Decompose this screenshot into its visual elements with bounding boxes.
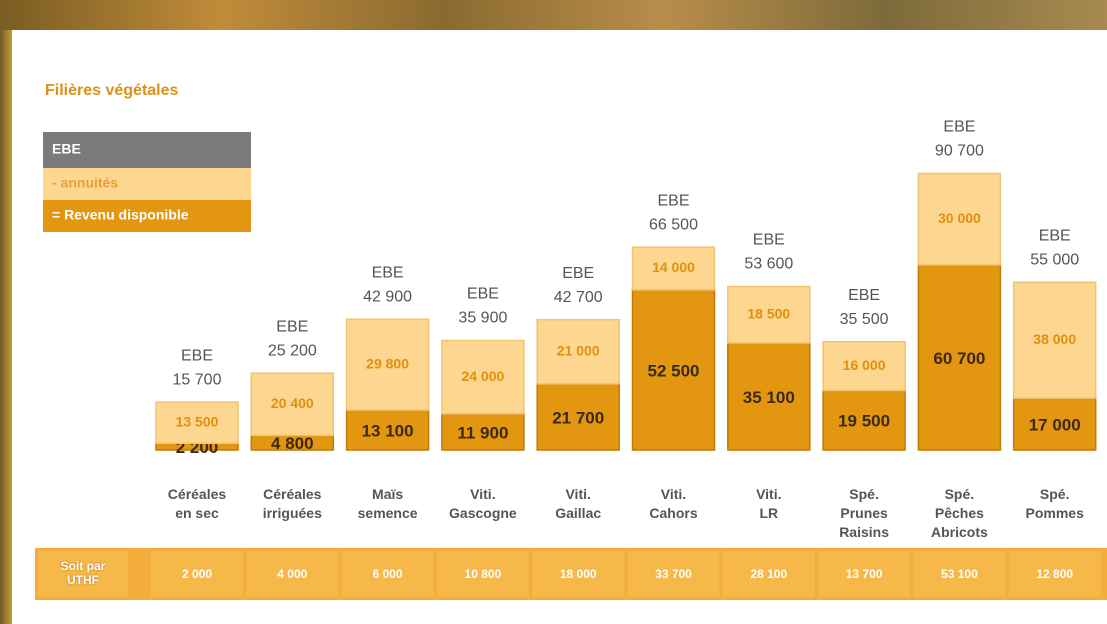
x-tick-label: Spé. Pêches Abricots	[930, 486, 988, 540]
value-label: 38 000	[1033, 331, 1076, 347]
value-label: 24 000	[461, 368, 504, 384]
chart-title: Filières végétales	[45, 82, 179, 99]
value-label: 30 000	[938, 210, 981, 226]
total-name: EBE	[753, 232, 785, 249]
value-label: 21 000	[557, 342, 600, 358]
legend-swatch	[43, 200, 251, 232]
uthf-cell	[627, 551, 720, 597]
total-name: EBE	[181, 347, 213, 364]
bar-segment	[536, 319, 620, 385]
value-label: 20 400	[271, 395, 314, 411]
bar-segment	[250, 372, 335, 437]
value-label: 11 900	[457, 423, 508, 442]
total-name: EBE	[657, 192, 689, 209]
legend-total	[43, 132, 251, 168]
uthf-cell	[436, 551, 529, 597]
value-label: 19 500	[838, 412, 890, 431]
bar-segment	[345, 318, 430, 411]
total-label: 35 900	[458, 310, 507, 327]
legend-label: EBE	[52, 141, 81, 157]
total-label: 53 600	[744, 256, 793, 273]
uthf-cell	[246, 551, 339, 597]
bar-segment	[631, 289, 716, 451]
total-label: 90 700	[935, 143, 984, 160]
uthf-value: 13 700	[846, 567, 883, 581]
uthf-cell	[151, 551, 243, 597]
uthf-cell	[722, 551, 815, 597]
uthf-cell	[818, 551, 911, 597]
total-label: 42 700	[554, 289, 603, 306]
bar-segment	[822, 340, 906, 392]
value-label: 14 000	[652, 259, 695, 275]
bar-segment	[917, 172, 1002, 266]
uthf-value: 12 800	[1036, 567, 1073, 581]
bar-segment	[727, 342, 811, 451]
value-label: 16 000	[843, 357, 886, 373]
value-label: 60 700	[933, 349, 985, 368]
value-label: 21 700	[552, 408, 604, 427]
total-name: EBE	[943, 119, 975, 136]
uthf-cell	[532, 551, 625, 597]
uthf-value: 6 000	[373, 567, 403, 581]
x-tick-label: Spé. Prunes Raisins	[839, 486, 889, 540]
total-label: 25 200	[268, 342, 317, 359]
total-name: EBE	[848, 287, 880, 304]
bar-segment	[155, 401, 239, 445]
x-tick-label: Viti. Gascogne	[449, 486, 517, 521]
uthf-value: 10 800	[465, 567, 502, 581]
total-name: EBE	[372, 264, 404, 281]
total-name: EBE	[562, 265, 594, 282]
total-name: EBE	[1039, 227, 1071, 244]
value-label: 13 100	[362, 422, 414, 441]
uthf-value: 2 000	[182, 567, 212, 581]
total-label: 55 000	[1030, 251, 1079, 268]
total-label: 35 500	[840, 311, 889, 328]
total-name: EBE	[276, 318, 308, 335]
bar-segment	[345, 409, 430, 451]
bar-segment	[631, 246, 716, 291]
bar-segment	[441, 412, 525, 451]
value-label: 52 500	[648, 361, 700, 380]
bar-segment	[1012, 281, 1097, 399]
bar-segment	[917, 264, 1002, 451]
bar-segment	[727, 285, 811, 344]
value-label: 17 000	[1029, 416, 1081, 435]
uthf-value: 33 700	[655, 567, 692, 581]
x-tick-label: Viti. Cahors	[649, 486, 698, 521]
total-label: 66 500	[649, 216, 698, 233]
value-label: 18 500	[747, 305, 790, 321]
legend-label: - annuités	[52, 175, 118, 191]
uthf-header	[38, 551, 128, 597]
legend-label: = Revenu disponible	[52, 207, 189, 223]
uthf-cell	[913, 551, 1006, 597]
uthf-label: Soit par UTHF	[60, 559, 106, 587]
uthf-value: 18 000	[560, 567, 597, 581]
value-label: 35 100	[743, 388, 795, 407]
uthf-value: 4 000	[277, 567, 307, 581]
value-label: 13 500	[176, 413, 219, 429]
photo-border	[0, 0, 1107, 30]
x-tick-label: Viti. Gaillac	[555, 486, 602, 521]
x-tick-label: Spé. Pommes	[1025, 486, 1084, 521]
value-label: 29 800	[366, 355, 409, 371]
uthf-value: 53 100	[941, 567, 978, 581]
x-tick-label: Céréales irriguées	[262, 486, 322, 521]
total-label: 42 900	[363, 288, 412, 305]
x-tick-label: Maïs semence	[357, 486, 418, 521]
total-name: EBE	[467, 286, 499, 303]
x-tick-label: Viti. LR	[756, 486, 782, 521]
x-tick-label: Céréales en sec	[167, 486, 227, 521]
bar-segment	[441, 339, 525, 415]
value-label: 4 800	[271, 434, 314, 453]
total-label: 15 700	[173, 371, 222, 388]
legend-swatch	[43, 168, 251, 200]
uthf-cell	[1008, 551, 1101, 597]
uthf-value: 28 100	[750, 567, 787, 581]
uthf-cell	[341, 551, 434, 597]
